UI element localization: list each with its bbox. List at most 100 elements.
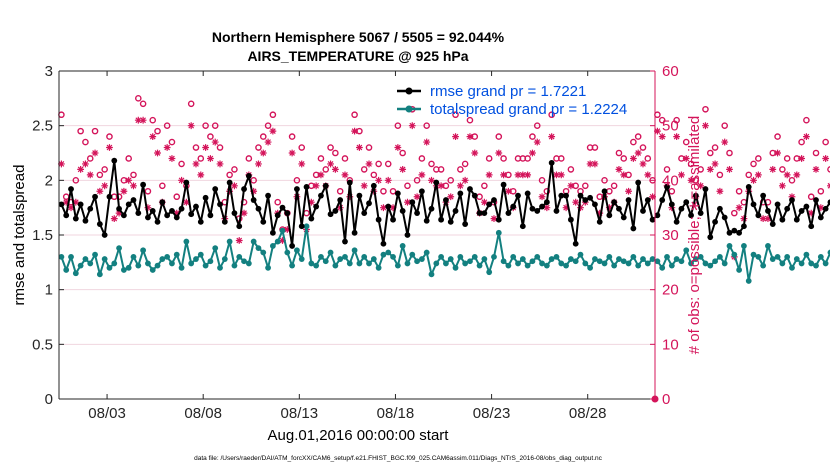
y-tick-label-right: 40 [662, 172, 679, 189]
totalspread-point [366, 260, 372, 267]
obs-assimilated-point [803, 133, 810, 140]
obs-assimilated-point [514, 171, 522, 179]
rmse-point [346, 179, 353, 186]
obs-possible-point [322, 166, 330, 173]
totalspread-point [169, 260, 175, 267]
totalspread-point [524, 262, 531, 269]
obs-assimilated-point [456, 182, 464, 190]
obs-possible-point [389, 187, 397, 195]
totalspread-point [644, 260, 651, 267]
rmse-point [140, 181, 147, 188]
obs-possible-point [135, 95, 142, 102]
totalspread-point [342, 253, 348, 260]
obs-assimilated-point [543, 204, 551, 212]
totalspread-point [500, 258, 507, 265]
totalspread-point [731, 251, 738, 258]
rmse-point [404, 232, 411, 238]
totalspread-point [543, 262, 550, 269]
obs-assimilated-point [783, 171, 791, 179]
obs-assimilated-point [596, 209, 604, 217]
obs-possible-point [798, 138, 805, 146]
rmse-point [462, 221, 469, 227]
rmse-point [808, 223, 815, 230]
obs-possible-point [630, 138, 637, 146]
y-axis-label-left: rmse and totalspread [11, 165, 28, 306]
obs-possible-point [168, 138, 176, 146]
right-axis-origin-marker [651, 395, 659, 403]
rmse-point [241, 186, 247, 192]
obs-possible-point [82, 138, 89, 146]
obs-assimilated-point [538, 193, 546, 201]
rmse-point [370, 182, 377, 189]
obs-possible-point [783, 155, 791, 162]
obs-assimilated-point [279, 237, 286, 244]
rmse-point [269, 229, 276, 236]
obs-possible-point [461, 160, 469, 168]
totalspread-point [346, 260, 353, 267]
rmse-point [716, 205, 723, 212]
totalspread-point [145, 260, 151, 267]
obs-possible-point [86, 155, 94, 162]
rmse-point [596, 218, 603, 225]
obs-assimilated-point [721, 138, 729, 146]
obs-assimilated-point [500, 171, 507, 179]
totalspread-point [582, 260, 589, 267]
y-tick-label-right: 10 [662, 336, 679, 353]
obs-possible-point [226, 171, 233, 179]
obs-assimilated-point [163, 144, 171, 151]
obs-possible-point [466, 116, 474, 124]
obs-assimilated-point [711, 160, 719, 168]
totalspread-point [116, 245, 122, 252]
totalspread-point [789, 264, 795, 271]
totalspread-point [592, 256, 598, 262]
obs-possible-point [591, 144, 599, 151]
obs-assimilated-point [331, 166, 339, 173]
obs-possible-point [812, 149, 820, 157]
totalspread-point [683, 247, 690, 254]
rmse-point [774, 201, 781, 208]
obs-assimilated-point [644, 171, 652, 179]
obs-assimilated-point [682, 155, 690, 162]
rmse-point [457, 190, 464, 197]
totalspread-point [707, 262, 714, 269]
obs-assimilated-point [461, 176, 469, 184]
obs-possible-point [803, 116, 810, 124]
rmse-point [438, 216, 445, 223]
rmse-point [731, 227, 738, 234]
rmse-point [592, 201, 598, 208]
obs-assimilated-point [125, 176, 133, 184]
obs-possible-point [615, 149, 623, 157]
obs-assimilated-point [58, 160, 65, 168]
x-axis-label: Aug.01,2016 00:00:00 start [268, 427, 450, 444]
rmse-point [418, 188, 425, 195]
obs-assimilated-point [735, 204, 743, 212]
rmse-point [217, 201, 223, 208]
rmse-point [620, 214, 627, 221]
totalspread-point [606, 253, 613, 260]
obs-possible-point [187, 100, 195, 108]
totalspread-point [635, 262, 642, 269]
rmse-point [543, 199, 550, 206]
obs-possible-point [375, 160, 382, 168]
obs-assimilated-point [264, 138, 272, 146]
totalspread-point [159, 256, 166, 262]
rmse-point [298, 223, 305, 230]
rmse-point [414, 210, 420, 217]
obs-possible-point [702, 105, 709, 113]
obs-assimilated-point [706, 166, 714, 173]
obs-assimilated-point [812, 166, 820, 173]
obs-assimilated-point [375, 176, 383, 184]
obs-possible-point [687, 160, 695, 168]
obs-assimilated-point [778, 182, 786, 190]
totalspread-point [462, 260, 469, 267]
totalspread-point [760, 262, 767, 269]
obs-possible-point [77, 127, 84, 135]
rmse-point [539, 203, 545, 210]
obs-assimilated-point [173, 209, 181, 217]
totalspread-point [82, 256, 89, 262]
obs-possible-point [788, 177, 796, 184]
totalspread-point [702, 260, 709, 267]
totalspread-point [337, 256, 344, 262]
obs-possible-point [822, 138, 829, 146]
obs-possible-point [557, 155, 565, 162]
